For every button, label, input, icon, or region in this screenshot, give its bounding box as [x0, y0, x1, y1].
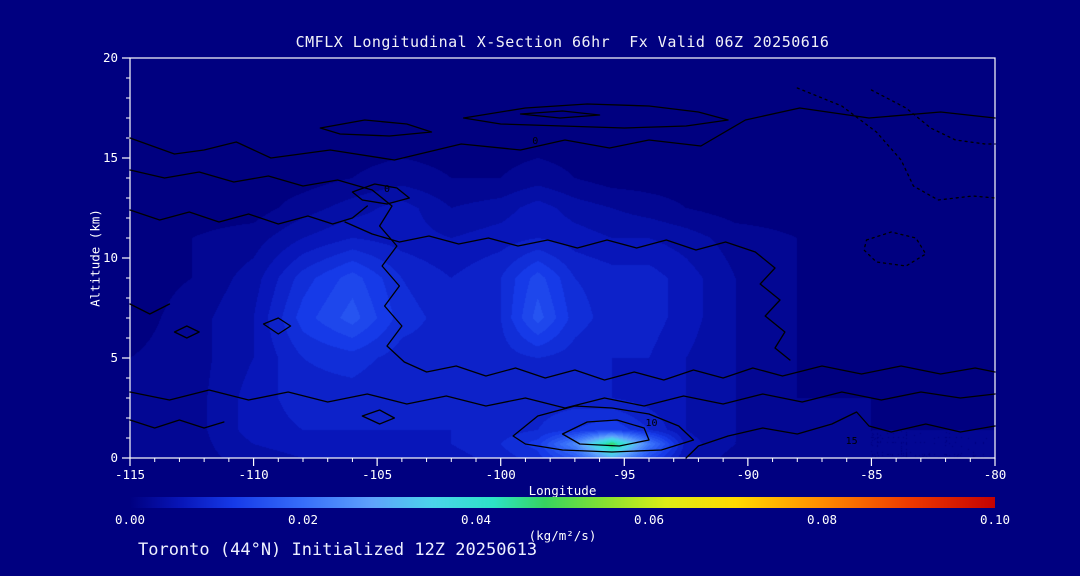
- y-tick-label: 5: [110, 350, 118, 365]
- x-tick-label: -85: [860, 467, 883, 482]
- contour-line-c4: [129, 169, 996, 381]
- contour-line-c7: [344, 221, 791, 361]
- x-axis-label: Longitude: [528, 483, 597, 498]
- x-tick-label: -110: [239, 467, 269, 482]
- contour-line-c10b: [561, 419, 650, 447]
- contour-label: 10: [645, 418, 657, 429]
- x-tick-label: -100: [486, 467, 516, 482]
- colorbar-tick-label: 0.00: [114, 512, 146, 527]
- colorbar-tick-label: 0.10: [979, 512, 1011, 527]
- contour-line-c16: [863, 231, 927, 267]
- colorbar-tick-labels: 0.00 0.02 0.04 0.06 0.08 0.10: [0, 512, 1080, 528]
- y-tick-label: 15: [103, 150, 118, 165]
- x-tick-label: -115: [115, 467, 145, 482]
- colorbar-tick-label: 0.08: [806, 512, 838, 527]
- x-tick-label: -80: [984, 467, 1007, 482]
- x-tick-label: -95: [613, 467, 636, 482]
- contour-line-c11: [173, 325, 200, 339]
- heatmap-canvas: [130, 58, 995, 458]
- contour-line-c18: [129, 419, 225, 429]
- colorbar-tick-label: 0.04: [460, 512, 492, 527]
- contour-line-c8: [129, 389, 996, 409]
- y-tick-label: 10: [103, 250, 118, 265]
- contour-line-c2: [462, 103, 729, 129]
- contour-line-c6: [129, 205, 368, 225]
- contour-line-c1: [129, 107, 996, 161]
- colorbar-gradient: [130, 497, 995, 508]
- contour-line-c5: [351, 183, 410, 205]
- contour-line-c2b: [519, 110, 601, 119]
- contour-line-c13: [361, 409, 396, 425]
- colorbar-tick-label: 0.02: [287, 512, 319, 527]
- x-tick-label: -90: [737, 467, 760, 482]
- contour-line-c10: [512, 405, 695, 453]
- contour-line-c14: [796, 87, 996, 201]
- y-tick-label: 20: [103, 50, 118, 65]
- footer-annotation: Toronto (44°N) Initialized 12Z 20250613: [138, 540, 538, 560]
- contour-label: 0: [532, 136, 538, 147]
- contour-line-c15: [870, 89, 996, 145]
- plot-title: CMFLX Longitudinal X-Section 66hr Fx Val…: [295, 33, 830, 51]
- contour-line-c12: [262, 317, 292, 335]
- y-tick-label: 0: [110, 450, 118, 465]
- colorbar-units-label: (kg/m²/s): [528, 528, 597, 543]
- y-axis-label: Altitude (km): [87, 209, 103, 307]
- contour-line-c17: [129, 303, 171, 315]
- contour-label: 15: [846, 436, 858, 447]
- x-tick-label: -105: [362, 467, 392, 482]
- contour-line-c3: [319, 119, 433, 137]
- contour-label: 0: [384, 184, 390, 195]
- contour-line-c9: [685, 411, 996, 459]
- colorbar-tick-label: 0.06: [633, 512, 665, 527]
